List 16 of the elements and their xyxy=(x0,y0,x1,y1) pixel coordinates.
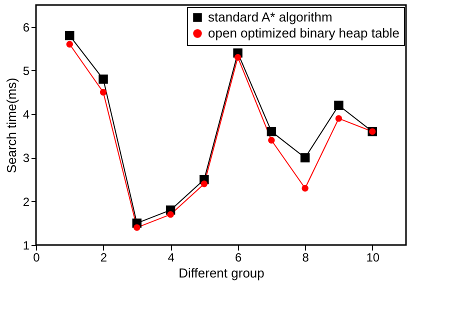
y-tick-label: 6 xyxy=(22,20,30,34)
y-tick-label: 1 xyxy=(22,238,30,252)
y-tick-label: 4 xyxy=(22,108,30,122)
x-axis-title: Different group xyxy=(178,266,264,280)
x-tick-label: 10 xyxy=(366,250,380,264)
legend-label: standard A* algorithm xyxy=(208,10,332,24)
y-axis-title: Search time(ms) xyxy=(4,78,19,174)
x-tick-label: 2 xyxy=(100,250,108,264)
y-tick-label: 5 xyxy=(22,64,30,78)
x-tick-label: 4 xyxy=(168,250,175,264)
x-tick-label: 8 xyxy=(302,250,310,264)
x-tick-label: 0 xyxy=(33,250,40,264)
x-tick-label: 6 xyxy=(234,250,242,264)
y-tick-label: 2 xyxy=(22,194,30,209)
legend-label: open optimized binary heap table xyxy=(208,26,400,40)
y-tick-label: 3 xyxy=(22,151,30,166)
